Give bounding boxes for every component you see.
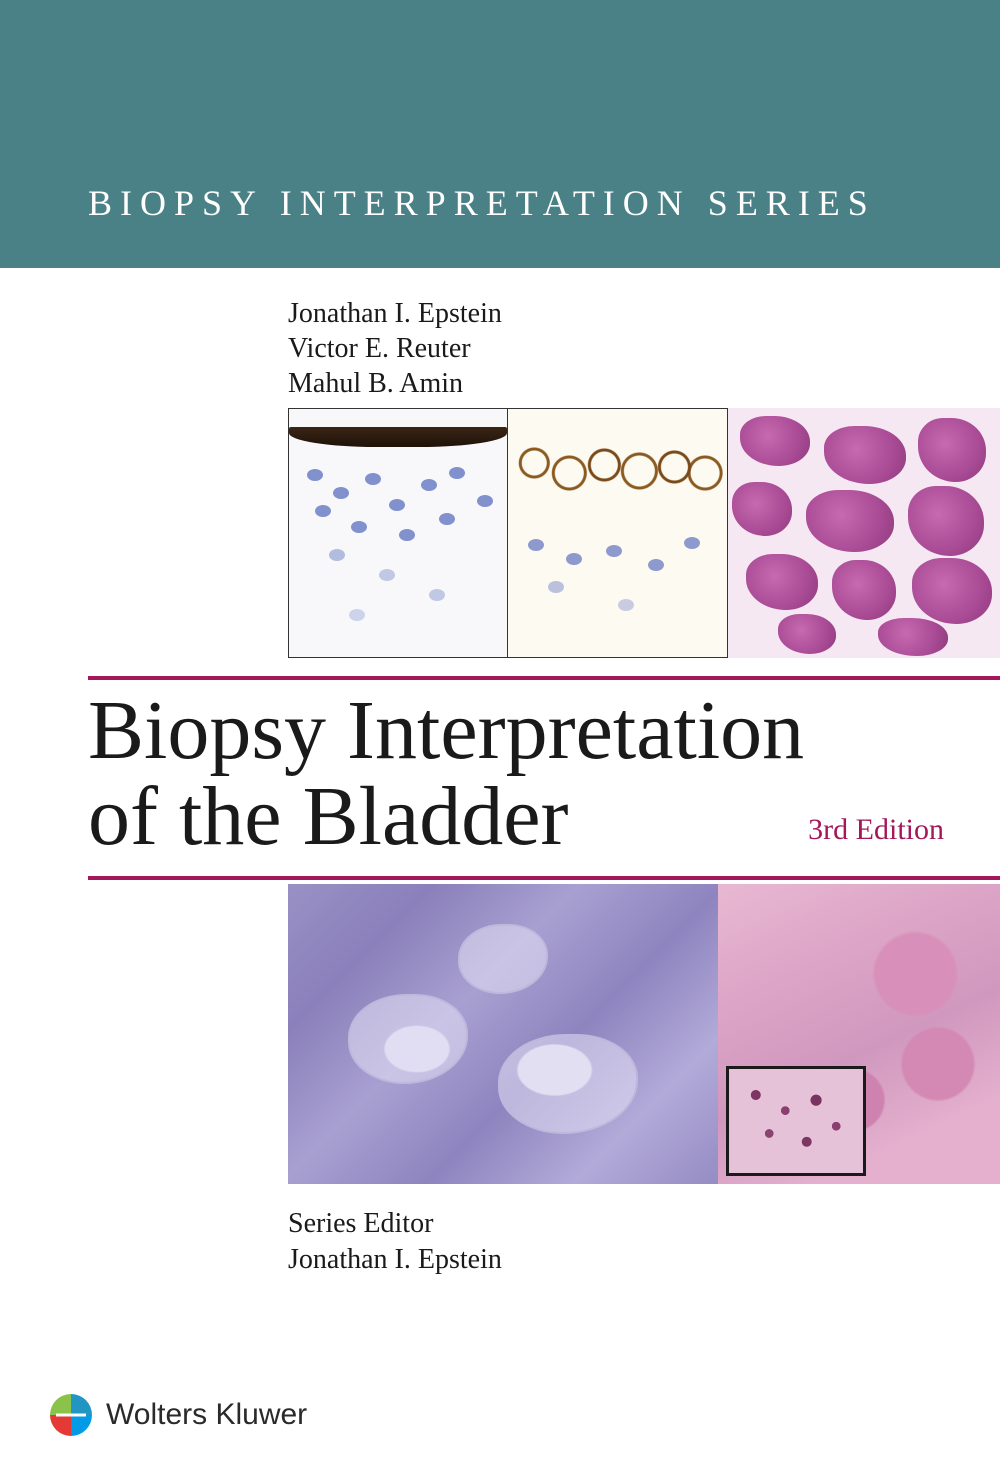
histology-panel-nodules-pink xyxy=(718,884,1000,1184)
rule-top xyxy=(88,676,1000,680)
authors-block: Jonathan I. Epstein Victor E. Reuter Mah… xyxy=(288,296,502,401)
histology-panel-nests-violet xyxy=(288,884,718,1184)
rule-bottom xyxy=(88,876,1000,880)
main-title-line1: Biopsy Interpretation xyxy=(88,688,980,774)
header-band: BIOPSY INTERPRETATION SERIES xyxy=(0,0,1000,268)
bottom-image-row xyxy=(288,884,1000,1184)
publisher-name: Wolters Kluwer xyxy=(106,1398,307,1432)
author-line: Jonathan I. Epstein xyxy=(288,296,502,331)
series-title: BIOPSY INTERPRETATION SERIES xyxy=(88,182,876,224)
series-editor-name: Jonathan I. Epstein xyxy=(288,1242,502,1278)
top-image-row xyxy=(288,408,1000,658)
wolters-kluwer-logo-icon xyxy=(50,1394,92,1436)
histology-panel-ihc-dark xyxy=(288,408,508,658)
series-editor-label: Series Editor xyxy=(288,1206,502,1242)
author-line: Mahul B. Amin xyxy=(288,366,502,401)
publisher-block: Wolters Kluwer xyxy=(50,1394,307,1436)
histology-panel-he-purple xyxy=(728,408,1000,658)
histology-panel-ihc-brown xyxy=(508,408,728,658)
histology-inset xyxy=(726,1066,866,1176)
title-block: Biopsy Interpretation of the Bladder 3rd… xyxy=(88,688,980,859)
author-line: Victor E. Reuter xyxy=(288,331,502,366)
series-editor-block: Series Editor Jonathan I. Epstein xyxy=(288,1206,502,1279)
edition-label: 3rd Edition xyxy=(808,813,944,847)
